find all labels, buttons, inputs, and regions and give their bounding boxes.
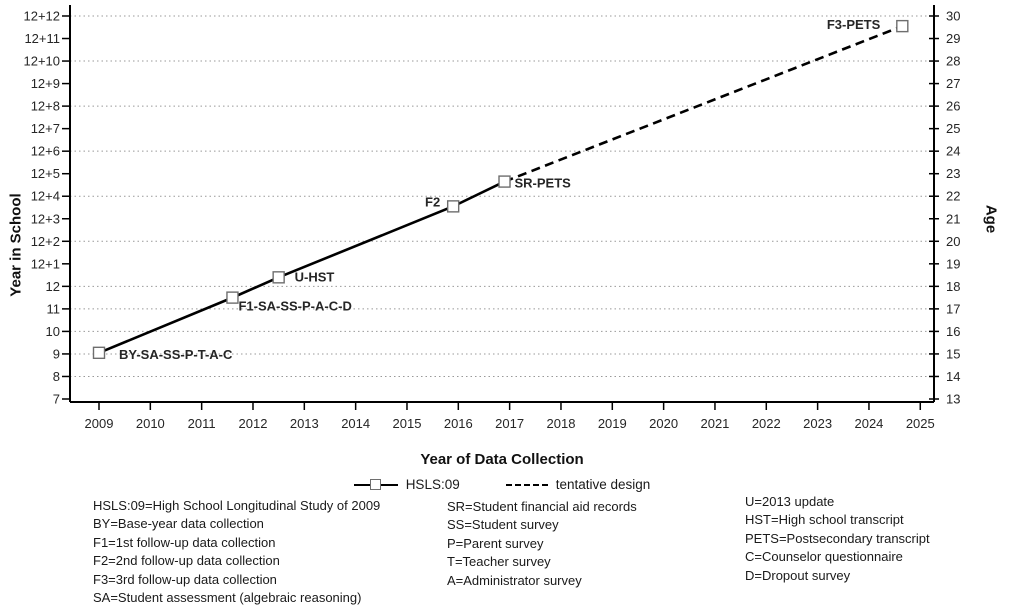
dashed-line-sample: [505, 483, 548, 486]
data-point-marker: [92, 346, 106, 360]
x-tick-label: 2018: [547, 416, 576, 431]
legend-label-hsls09: HSLS:09: [405, 477, 460, 492]
footnote-column-1: HSLS:09=High School Longitudinal Study o…: [93, 497, 380, 607]
legend-item-tentative: tentative design: [505, 477, 651, 492]
y-tick-label-left: 10: [46, 324, 60, 339]
y-tick-label-right: 13: [946, 392, 960, 407]
footnote-column-2: SR=Student financial aid records SS=Stud…: [447, 498, 637, 590]
x-tick-label: 2015: [393, 416, 422, 431]
data-point-label: F1-SA-SS-P-A-C-D: [238, 299, 351, 314]
series-line-solid: [98, 180, 506, 355]
y-tick-label-left: 12+12: [23, 8, 60, 23]
y-tick-label-right: 28: [946, 54, 960, 69]
chart-plot-area: 7 13 8 14 9 15 10 16 11 17 12 18 12+1 19 12+2 20 12+3 21 1…: [23, 5, 960, 431]
x-tick-label: 2025: [906, 416, 935, 431]
footnote-line: A=Administrator survey: [447, 572, 582, 588]
x-tick-label: 2022: [752, 416, 781, 431]
data-point-marker: [498, 175, 511, 188]
solid-line-marker-sample: [353, 478, 398, 490]
y-tick-label-left: 12+10: [23, 54, 60, 69]
y-tick-label-right: 29: [946, 31, 960, 46]
x-tick-label: 2013: [290, 416, 319, 431]
x-tick-label: 2009: [85, 416, 114, 431]
y-tick-label-right: 27: [946, 76, 960, 91]
footnote-line: D=Dropout survey: [745, 567, 851, 583]
footnote-line: HSLS:09=High School Longitudinal Study o…: [93, 498, 381, 513]
y-tick-label-left: 7: [53, 392, 60, 407]
footnote-line: F1=1st follow-up data collection: [93, 534, 276, 550]
y-tick-label-left: 12+11: [24, 31, 60, 46]
y-tick-label-left: 12+7: [31, 121, 60, 136]
y-tick-label-left: 9: [53, 346, 60, 361]
data-point-label: U-HST: [295, 269, 335, 284]
y-tick-label-left: 12+9: [31, 76, 60, 91]
footnote-line: SA=Student assessment (algebraic reasoni…: [93, 590, 362, 606]
y-tick-label-right: 18: [946, 279, 960, 294]
y-tick-label-right: 23: [946, 166, 960, 181]
data-point-label: BY-SA-SS-P-T-A-C: [119, 347, 233, 362]
x-tick-label: 2017: [495, 416, 524, 431]
y-tick-label-right: 15: [946, 346, 960, 361]
y-tick-label-left: 12+5: [31, 166, 60, 181]
y-tick-label-right: 24: [946, 144, 960, 159]
y-tick-label-right: 30: [946, 8, 960, 23]
footnote-line: F2=2nd follow-up data collection: [93, 553, 280, 569]
y-tick-label-right: 20: [946, 234, 960, 249]
data-point-marker: [446, 200, 460, 213]
footnote-line: HST=High school transcript: [745, 512, 904, 528]
y-tick-label-right: 25: [946, 121, 960, 136]
footnote-line: C=Counselor questionnaire: [745, 549, 903, 565]
footnote-line: BY=Base-year data collection: [93, 516, 264, 532]
data-point-marker: [226, 291, 239, 304]
y-tick-label-right: 14: [946, 369, 960, 384]
x-tick-label: 2020: [649, 416, 678, 431]
x-tick-label: 2012: [239, 416, 268, 431]
y-tick-label-left: 12+4: [31, 189, 60, 204]
legend: HSLS:09 tentative design: [70, 477, 934, 492]
y-tick-label-right: 19: [946, 256, 960, 271]
footnote-line: P=Parent survey: [447, 535, 544, 551]
x-tick-label: 2016: [444, 416, 473, 431]
y-tick-label-right: 22: [946, 189, 960, 204]
x-tick-label: 2010: [136, 416, 165, 431]
y-tick-label-left: 12+8: [31, 99, 60, 114]
data-point-label: F2: [425, 194, 440, 209]
y-tick-label-right: 21: [946, 211, 960, 226]
y-tick-label-right: 17: [946, 301, 960, 316]
square-marker-icon: [369, 478, 381, 490]
footnote-line: U=2013 update: [745, 494, 835, 509]
legend-label-tentative: tentative design: [555, 477, 651, 492]
x-tick-label: 2019: [598, 416, 627, 431]
y-tick-label-left: 12: [46, 279, 60, 294]
y-tick-label-left: 12+2: [31, 234, 60, 249]
y-tick-label-right: 16: [946, 324, 960, 339]
footnote-line: SR=Student financial aid records: [447, 499, 637, 514]
data-point-label: F3-PETS: [827, 17, 881, 32]
x-tick-label: 2011: [188, 416, 216, 431]
footnote-column-3: U=2013 update HST=High school transcript…: [745, 493, 930, 585]
y-tick-label-left: 12+3: [31, 211, 60, 226]
y-tick-label-left: 8: [53, 369, 60, 384]
footnote-line: F3=3rd follow-up data collection: [93, 571, 277, 587]
legend-item-hsls09: HSLS:09: [353, 477, 460, 492]
y-tick-label-left: 11: [47, 301, 61, 316]
footnote-line: SS=Student survey: [447, 517, 559, 533]
y-axis-title-left: Year in School: [7, 193, 25, 297]
y-tick-label-left: 12+1: [31, 256, 60, 271]
x-tick-label: 2021: [700, 416, 729, 431]
data-point-marker: [272, 271, 285, 284]
x-tick-label: 2014: [341, 416, 370, 431]
x-tick-label: 2024: [854, 416, 883, 431]
footnote-line: T=Teacher survey: [447, 554, 551, 570]
series-line-dashed: [504, 24, 903, 183]
y-tick-label-right: 26: [946, 99, 960, 114]
footnote-line: PETS=Postsecondary transcript: [745, 530, 930, 546]
y-tick-label-left: 12+6: [31, 144, 60, 159]
data-point-label: SR-PETS: [515, 176, 572, 191]
data-point-marker: [896, 19, 909, 33]
x-tick-label: 2023: [803, 416, 832, 431]
x-axis-title: Year of Data Collection: [420, 451, 584, 468]
y-axis-title-right: Age: [982, 204, 1000, 234]
